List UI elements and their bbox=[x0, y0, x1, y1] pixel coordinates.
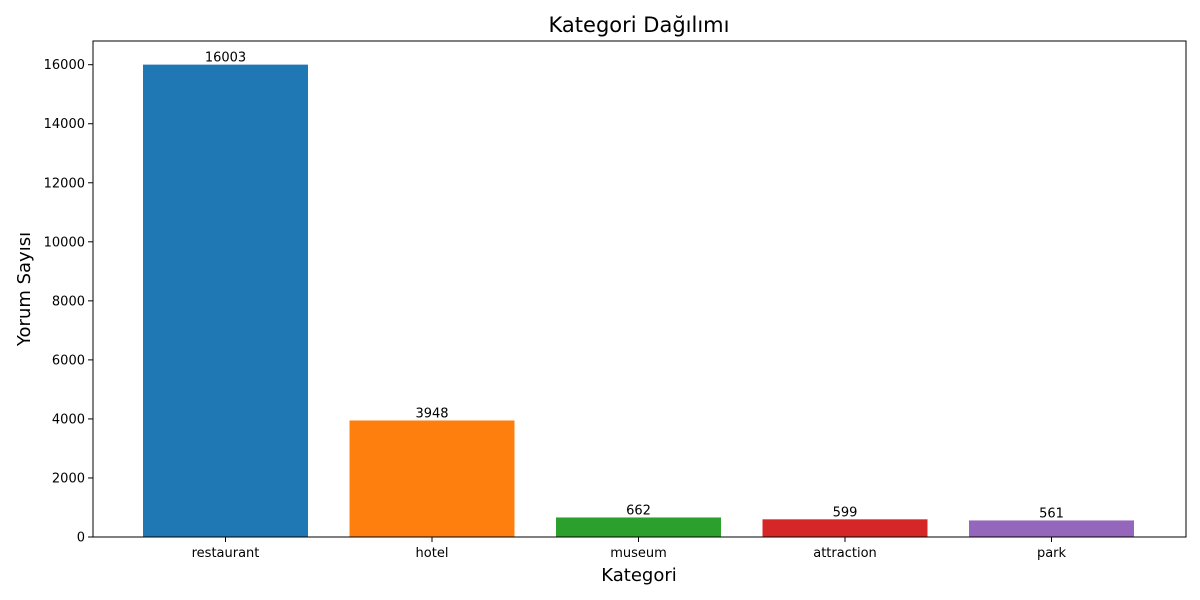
y-tick-label: 10000 bbox=[44, 235, 85, 250]
y-tick-label: 2000 bbox=[52, 471, 85, 486]
x-axis: restaurant hotel museum attraction park bbox=[192, 537, 1067, 561]
x-tick-label-hotel: hotel bbox=[416, 546, 449, 561]
bar-park bbox=[969, 520, 1134, 537]
y-axis-label: Yorum Sayısı bbox=[14, 232, 35, 347]
bar-museum bbox=[556, 517, 721, 537]
data-label-park: 561 bbox=[1039, 506, 1064, 521]
bars-group bbox=[143, 64, 1134, 537]
y-tick-label: 16000 bbox=[44, 58, 85, 73]
bar-attraction bbox=[762, 519, 928, 537]
y-tick-label: 4000 bbox=[52, 412, 85, 427]
data-label-attraction: 599 bbox=[833, 505, 858, 520]
x-axis-label: Kategori bbox=[601, 565, 677, 586]
data-label-restaurant: 16003 bbox=[205, 51, 246, 66]
x-tick-label-restaurant: restaurant bbox=[192, 546, 260, 561]
bar-hotel bbox=[349, 420, 515, 537]
x-tick-label-park: park bbox=[1037, 546, 1067, 561]
y-tick-label: 14000 bbox=[44, 117, 85, 132]
x-tick-label-museum: museum bbox=[610, 546, 667, 561]
chart-title: Kategori Dağılımı bbox=[549, 13, 730, 37]
bar-restaurant bbox=[143, 64, 308, 537]
y-tick-label: 12000 bbox=[44, 176, 85, 191]
data-label-museum: 662 bbox=[626, 503, 651, 518]
y-axis: 0 2000 4000 6000 8000 10000 12000 14000 16000 bbox=[44, 58, 93, 546]
data-label-hotel: 3948 bbox=[415, 406, 448, 421]
plot-frame bbox=[92, 40, 1187, 538]
y-tick-label: 0 bbox=[77, 531, 85, 546]
y-tick-label: 8000 bbox=[52, 294, 85, 309]
x-tick-label-attraction: attraction bbox=[813, 546, 877, 561]
y-tick-label: 6000 bbox=[52, 353, 85, 368]
data-labels-group: 16003 3948 662 599 561 bbox=[205, 51, 1064, 522]
